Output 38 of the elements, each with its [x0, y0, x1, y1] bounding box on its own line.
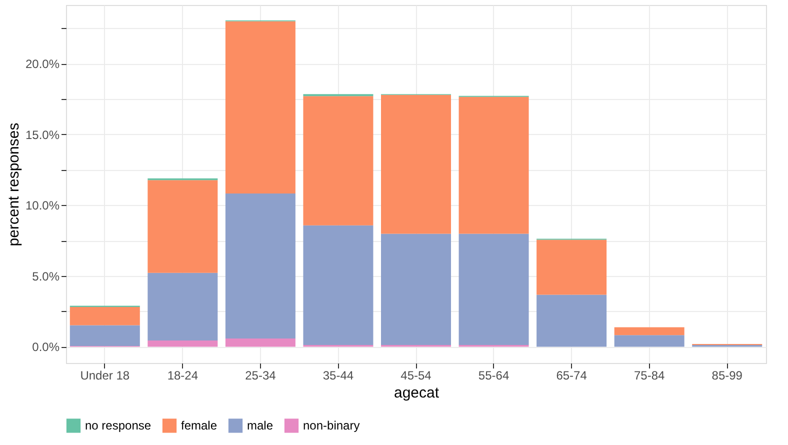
x-tick-label: 85-99 [712, 368, 743, 382]
bar [536, 240, 607, 295]
x-tick-label: 55-64 [478, 368, 510, 382]
bar [148, 180, 218, 273]
bar [225, 21, 296, 194]
y-tick-label: 15.0% [25, 128, 60, 142]
legend-label: no response [85, 418, 152, 433]
bar [303, 96, 374, 226]
x-axis-title: agecat [394, 384, 440, 402]
legend-label: non-binary [303, 418, 360, 433]
x-tick-label: 25-34 [245, 368, 276, 382]
bar [614, 327, 684, 336]
bar [70, 306, 140, 326]
legend-label: female [181, 418, 218, 433]
bar [70, 325, 140, 346]
y-tick-label: 20.0% [25, 57, 60, 72]
bar [225, 193, 296, 339]
x-tick-label: Under 18 [80, 368, 130, 382]
bar [536, 294, 607, 347]
x-tick-label: 35-44 [322, 368, 354, 382]
bar [381, 94, 451, 234]
legend-label: male [247, 418, 274, 433]
x-tick-label: 65-74 [556, 368, 588, 382]
x-tick-label: 45-54 [400, 368, 432, 382]
y-tick-label: 5.0% [32, 269, 60, 284]
bar [148, 272, 218, 340]
bar [458, 234, 529, 346]
bar [303, 225, 374, 346]
y-axis-title: percent responses [5, 122, 22, 246]
x-tick-label: 18-24 [167, 368, 198, 382]
bar [614, 335, 684, 347]
bar [458, 96, 529, 234]
y-tick-label: 10.0% [25, 198, 60, 213]
bar [148, 340, 218, 347]
bar [381, 234, 451, 346]
y-tick-label: 0.0% [32, 340, 60, 354]
bar [225, 338, 296, 347]
x-tick-label: 75-84 [634, 368, 665, 382]
